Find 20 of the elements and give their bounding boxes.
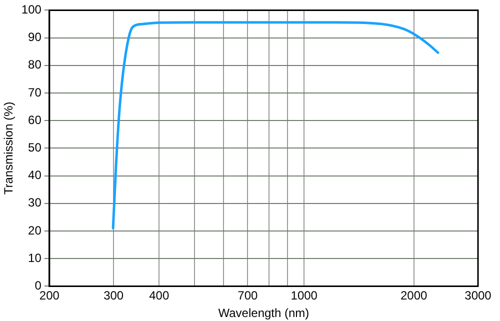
y-tick-label: 40 — [28, 168, 42, 182]
y-tick-label: 70 — [28, 85, 42, 100]
x-tick-label: 700 — [238, 288, 258, 303]
y-tick-label: 100 — [21, 2, 42, 17]
y-tick-label: 10 — [28, 250, 42, 265]
y-axis-title: Transmission (%) — [2, 102, 16, 195]
y-tick-label: 90 — [28, 30, 42, 44]
x-tick-label: 200 — [39, 288, 60, 303]
x-tick-label: 1000 — [290, 288, 318, 303]
y-tick-label: 80 — [28, 58, 42, 72]
x-axis-title: Wavelength (nm) — [218, 306, 310, 320]
y-tick-label: 60 — [28, 112, 42, 127]
x-tick-label: 2000 — [400, 288, 428, 303]
x-tick-label: 3000 — [464, 288, 492, 303]
x-tick-label: 400 — [149, 288, 170, 303]
y-tick-label: 0 — [34, 278, 42, 293]
y-tick-label: 20 — [28, 223, 42, 238]
y-tick-label: 30 — [28, 196, 42, 210]
y-tick-label: 50 — [28, 140, 42, 155]
x-tick-label: 300 — [104, 288, 124, 303]
